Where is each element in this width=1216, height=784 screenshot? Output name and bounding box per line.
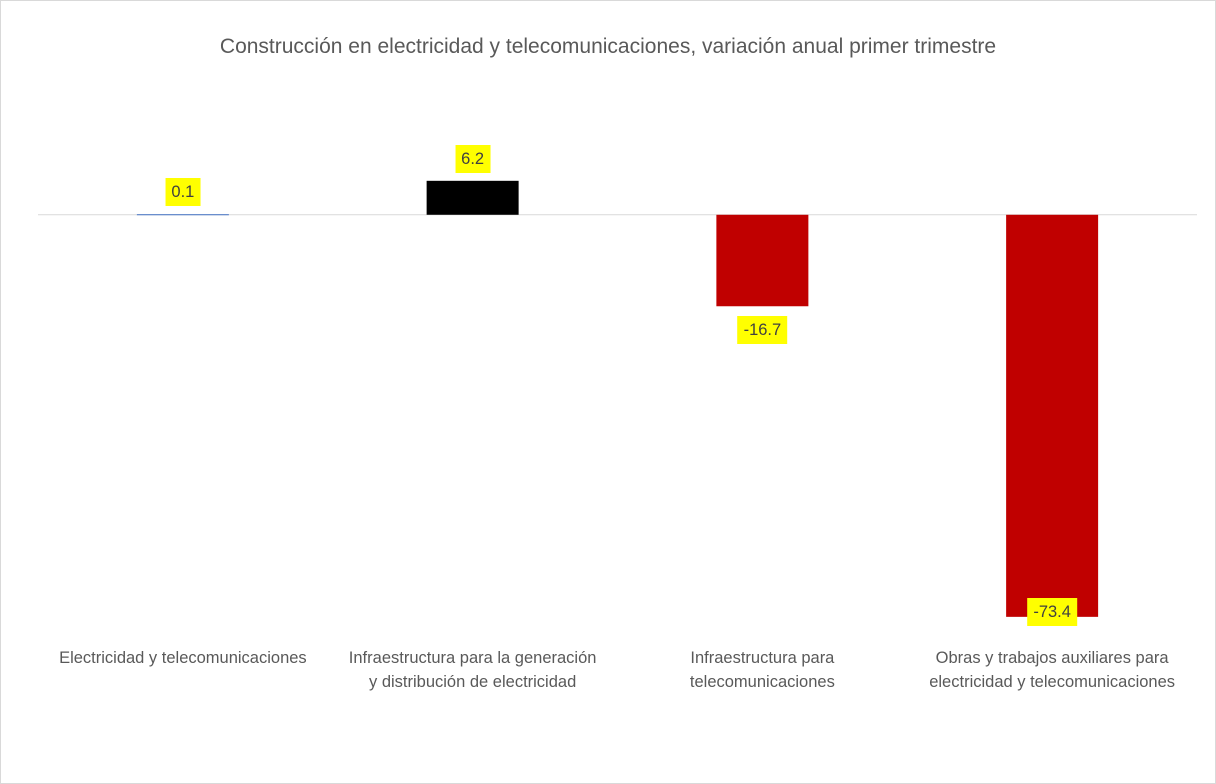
data-label: -73.4 [1027, 598, 1077, 626]
x-tick-label: Electricidad y telecomunicaciones [59, 649, 307, 667]
bar [426, 180, 519, 215]
bar [716, 214, 809, 307]
data-label: 0.1 [165, 178, 201, 207]
x-tick-label: Infraestructura para la generación y dis… [348, 649, 597, 691]
bar [136, 214, 229, 216]
chart-title: Construcción en electricidad y telecomun… [219, 35, 997, 58]
x-tick-label: Obras y trabajos auxiliares para electri… [929, 649, 1176, 691]
bar [1006, 214, 1099, 617]
data-label: 6.2 [455, 144, 491, 173]
x-tick-label: Infraestructura para telecomunicaciones [689, 649, 835, 691]
data-label: -16.7 [737, 316, 788, 345]
